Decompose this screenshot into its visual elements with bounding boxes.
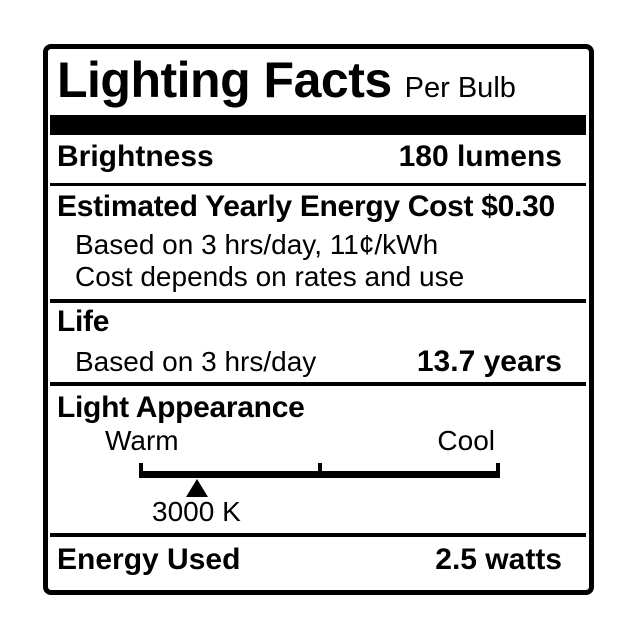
cool-label: Cool [437,425,495,456]
section-divider [50,299,586,303]
brightness-value: 180 lumens [398,140,562,173]
life-row: Based on 3 hrs/day 13.7 years [57,347,562,377]
header-separator-bar [50,115,586,135]
warm-label: Warm [105,425,179,456]
scale-tick-cool-end [496,463,500,478]
energy-used-value: 2.5 watts [435,543,562,576]
temperature-marker-icon [186,479,208,497]
energy-cost-heading: Estimated Yearly Energy Cost $0.30 [57,190,555,223]
per-bulb-subtitle: Per Bulb [404,72,516,104]
temperature-value: 3000 K [152,496,241,527]
life-basis: Based on 3 hrs/day [75,346,317,377]
label-header: Lighting Facts Per Bulb [57,55,516,105]
lighting-facts-label: Lighting Facts Per Bulb Brightness 180 l… [43,44,594,595]
energy-used-label: Energy Used [57,543,241,576]
scale-tick-middle [318,463,322,478]
light-appearance-heading: Light Appearance [57,391,305,424]
scale-tick-warm-end [139,463,143,478]
energy-used-row: Energy Used 2.5 watts [57,545,562,575]
section-divider [50,533,586,537]
label-title: Lighting Facts [57,52,392,108]
brightness-label: Brightness [57,140,214,173]
energy-cost-basis: Based on 3 hrs/day, 11¢/kWh [75,229,439,260]
energy-cost-note: Cost depends on rates and use [75,261,465,292]
section-divider [50,183,586,186]
life-heading: Life [57,305,110,338]
brightness-row: Brightness 180 lumens [57,142,562,172]
section-divider [50,382,586,386]
life-value: 13.7 years [416,345,562,378]
